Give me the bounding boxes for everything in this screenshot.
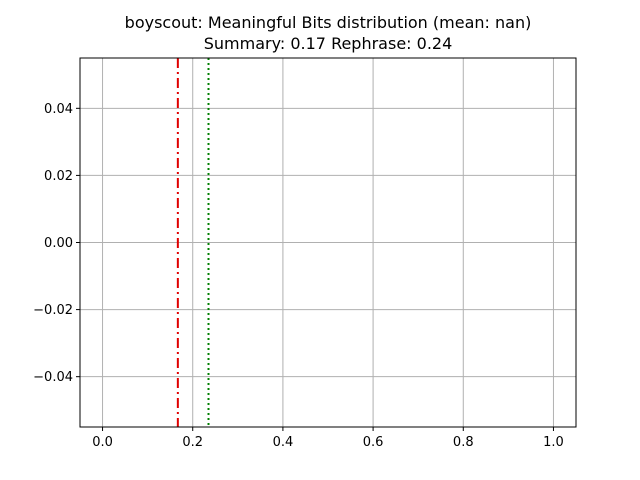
chart-title: boyscout: Meaningful Bits distribution (… [125, 13, 532, 32]
y-tick-label: 0.02 [44, 169, 73, 184]
plot-area-frame [79, 57, 577, 428]
grid [80, 58, 576, 427]
x-tick-label: 0.8 [453, 435, 474, 450]
chart-subtitle: Summary: 0.17 Rephrase: 0.24 [204, 34, 453, 53]
x-tick-label: 1.0 [543, 435, 564, 450]
axis-ticks: 0.0 0.2 0.4 0.6 0.8 1.0 −0.04 −0.02 0.00 0.02 0.04 [33, 102, 564, 450]
y-tick-label: 0.04 [44, 102, 73, 117]
x-tick-label: 0.0 [92, 435, 113, 450]
y-tick-label: 0.00 [44, 236, 73, 251]
y-tick-label: −0.04 [33, 370, 73, 385]
x-tick-label: 0.6 [363, 435, 384, 450]
y-tick-label: −0.02 [33, 303, 73, 318]
x-tick-label: 0.2 [182, 435, 203, 450]
reference-lines [176, 58, 210, 427]
x-tick-label: 0.4 [273, 435, 294, 450]
